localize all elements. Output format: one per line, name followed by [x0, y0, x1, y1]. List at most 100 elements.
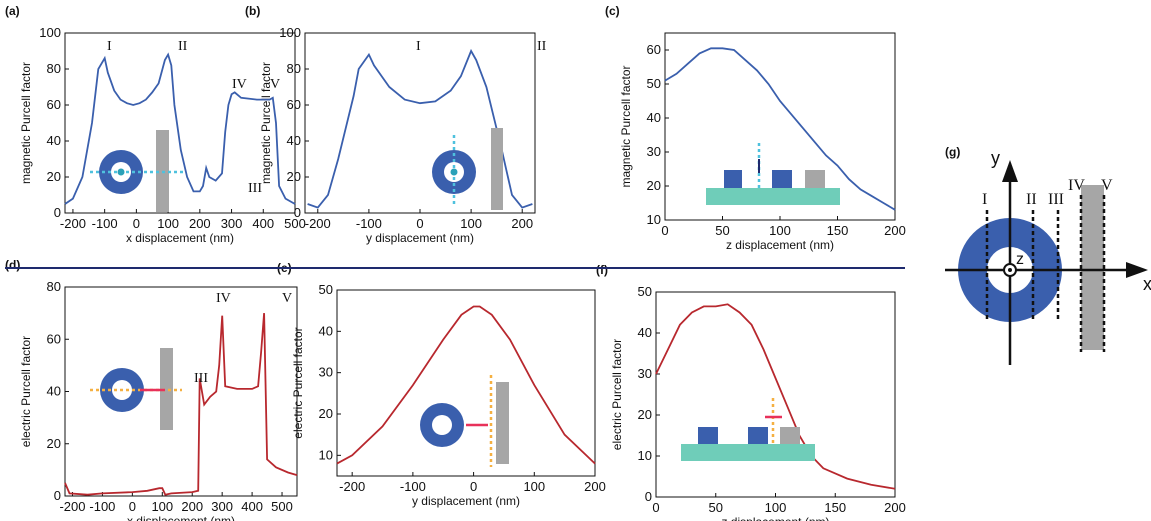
x-tick-label: 500 — [271, 499, 293, 514]
x-axis-label: x displacement (nm) — [126, 231, 234, 245]
y-axis-label: electric Purcell factor — [291, 327, 305, 438]
inset-a — [90, 130, 183, 212]
x-tick-label: 400 — [252, 216, 274, 231]
y-tick-label: 100 — [39, 25, 61, 40]
y-tick-label: 20 — [647, 178, 661, 193]
x-tick-label: 50 — [709, 500, 723, 515]
x-tick-label: 200 — [511, 216, 533, 231]
inset-f — [681, 398, 815, 461]
region-label: I — [982, 191, 987, 208]
y-tick-label: 30 — [647, 144, 661, 159]
y-axis-label: electric Purcell factor — [19, 336, 33, 447]
x-tick-label: 500 — [284, 216, 306, 231]
x-tick-label: -200 — [60, 216, 86, 231]
y-tick-label: 20 — [638, 407, 652, 422]
y-tick-label: 30 — [638, 366, 652, 381]
x-tick-label: 100 — [157, 216, 179, 231]
region-label: IV — [1068, 177, 1085, 194]
x-tick-label: 200 — [189, 216, 211, 231]
y-axis-label: magnetic Purcell factor — [19, 62, 33, 184]
panel-label: (d) — [5, 258, 20, 272]
plot-frame — [64, 32, 296, 214]
annotation: IV — [216, 291, 231, 306]
x-tick-label: 0 — [470, 479, 477, 494]
x-tick-label: -200 — [59, 499, 85, 514]
chart: (d) 0 20 40 60 80 -200 -100 0 100 200 300 400 500 x di… — [5, 258, 298, 521]
annotation: V — [270, 77, 280, 92]
y-tick-label: 40 — [647, 110, 661, 125]
x-tick-label: 300 — [211, 499, 233, 514]
y-tick-label: 60 — [47, 97, 61, 112]
annotation: III — [248, 181, 262, 196]
y-axis-label: electric Purcell factor — [610, 339, 624, 450]
y-tick-label: 40 — [47, 133, 61, 148]
x-axis-label: z displacement (nm) — [721, 515, 829, 521]
data-line — [655, 303, 896, 490]
y-tick-label: 50 — [319, 282, 333, 297]
inset-d — [90, 348, 182, 430]
axis-label: y — [991, 148, 1000, 168]
region-label: V — [1101, 177, 1113, 194]
x-tick-label: 200 — [884, 500, 906, 515]
x-tick-label: 300 — [221, 216, 243, 231]
x-tick-label: 200 — [181, 499, 203, 514]
y-tick-label: 40 — [287, 133, 301, 148]
data-line — [336, 305, 596, 465]
y-tick-label: 60 — [287, 97, 301, 112]
x-tick-label: -100 — [89, 499, 115, 514]
y-tick-label: 50 — [638, 284, 652, 299]
x-tick-label: 200 — [884, 223, 906, 238]
panel-label: (b) — [245, 4, 260, 18]
y-tick-label: 40 — [47, 384, 61, 399]
x-tick-label: 0 — [661, 223, 668, 238]
y-tick-label: 10 — [647, 212, 661, 227]
x-tick-label: -100 — [400, 479, 426, 494]
x-tick-label: 100 — [769, 223, 791, 238]
x-tick-label: 100 — [460, 216, 482, 231]
chart: (f) 0 10 20 30 40 50 0 50 100 150 200 z displacement… — [596, 263, 906, 521]
x-axis-label: x displacement (nm) — [127, 514, 235, 521]
x-tick-label: 100 — [151, 499, 173, 514]
y-tick-label: 0 — [645, 489, 652, 504]
y-axis-label: magnetic Purcell factor — [259, 62, 273, 184]
y-tick-label: 0 — [294, 205, 301, 220]
y-tick-label: 80 — [47, 279, 61, 294]
inset-b — [432, 128, 503, 210]
y-tick-label: 50 — [647, 76, 661, 91]
x-axis-label: z displacement (nm) — [726, 238, 834, 252]
x-tick-label: 400 — [241, 499, 263, 514]
annotation: II — [178, 39, 188, 54]
plot-frame — [336, 289, 596, 477]
x-tick-label: 100 — [765, 500, 787, 515]
y-tick-label: 30 — [319, 365, 333, 380]
inset-c — [706, 143, 840, 205]
x-tick-label: -200 — [305, 216, 331, 231]
chart: (c) 10 20 30 40 50 60 0 50 100 150 200 z displacemen… — [605, 4, 906, 252]
panel-label: (a) — [5, 4, 20, 18]
x-tick-label: 150 — [827, 223, 849, 238]
panel-label: (f) — [596, 263, 608, 277]
y-tick-label: 40 — [319, 323, 333, 338]
y-tick-label: 0 — [54, 205, 61, 220]
annotation: III — [194, 371, 208, 386]
x-axis-label: y displacement (nm) — [366, 231, 474, 245]
y-tick-label: 0 — [54, 488, 61, 503]
region-label: II — [1026, 191, 1037, 208]
x-tick-label: 200 — [584, 479, 606, 494]
x-tick-label: 0 — [129, 499, 136, 514]
x-tick-label: 150 — [824, 500, 846, 515]
x-tick-label: 0 — [416, 216, 423, 231]
annotation: V — [282, 291, 292, 306]
x-tick-label: 0 — [133, 216, 140, 231]
x-tick-label: 0 — [652, 500, 659, 515]
inset-e — [420, 375, 509, 467]
y-tick-label: 20 — [47, 169, 61, 184]
data-line — [64, 313, 298, 496]
data-line — [664, 47, 896, 211]
annotation: II — [537, 39, 547, 54]
plot-frame — [64, 286, 298, 497]
